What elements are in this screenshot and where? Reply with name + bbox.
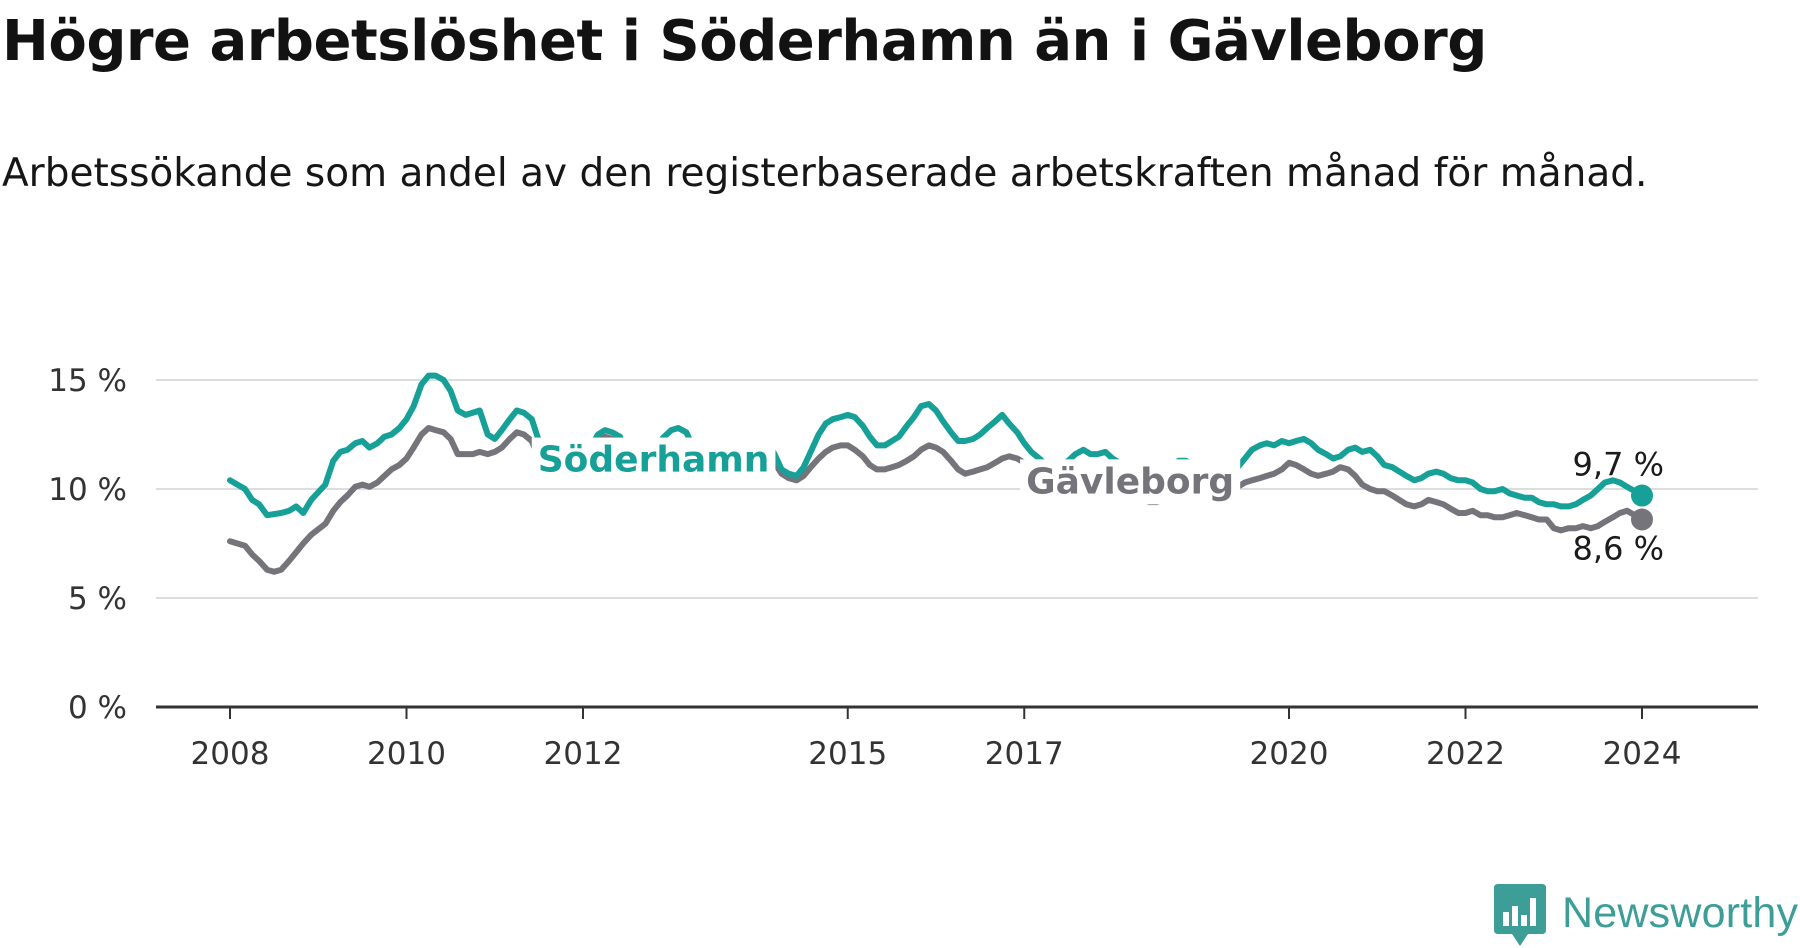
y-tick-label: 15 %	[48, 363, 127, 399]
series-line-soderhamn	[227, 372, 1645, 519]
series-lines	[227, 372, 1653, 575]
series-label: Söderhamn	[538, 440, 770, 481]
brand-name: Newsworthy	[1562, 889, 1799, 937]
end-value-label: 8,6 %	[1573, 530, 1664, 568]
x-tick-label: 2015	[808, 736, 887, 772]
end-point-gavleborg	[1631, 508, 1653, 531]
series-label-background	[1020, 459, 1241, 505]
x-tick-label: 2008	[191, 736, 270, 772]
chart-title: Högre arbetslöshet i Söderhamn än i Gävl…	[2, 9, 1487, 74]
x-axis: 2008 2010 2012 2015 2017 2020 2022 2024	[156, 705, 1758, 772]
x-tick-label: 2022	[1426, 736, 1505, 772]
y-tick-label: 10 %	[48, 472, 127, 508]
x-tick-label: 2017	[985, 736, 1064, 772]
x-tick-label: 2012	[544, 736, 623, 772]
x-tick-label: 2024	[1603, 736, 1682, 772]
y-tick-label: 5 %	[68, 581, 127, 617]
x-tick-label: 2020	[1250, 736, 1329, 772]
series-label-background	[531, 437, 776, 483]
y-tick-label: 0 %	[68, 690, 127, 726]
newsworthy-chart-badge-icon	[1494, 884, 1546, 946]
gridlines	[156, 379, 1758, 599]
series-labels: Söderhamn Gävleborg 9,7 % 8,6 %	[531, 437, 1664, 568]
chart-subtitle: Arbetssökande som andel av den registerb…	[2, 151, 1648, 196]
series-label: Gävleborg	[1026, 461, 1234, 502]
series-line-gavleborg	[227, 425, 1645, 575]
y-axis-tick-labels: 0 % 5 % 10 % 15 %	[48, 363, 127, 726]
end-point-soderhamn	[1631, 484, 1653, 507]
x-tick-label: 2010	[367, 736, 446, 772]
end-value-label: 9,7 %	[1573, 446, 1664, 484]
